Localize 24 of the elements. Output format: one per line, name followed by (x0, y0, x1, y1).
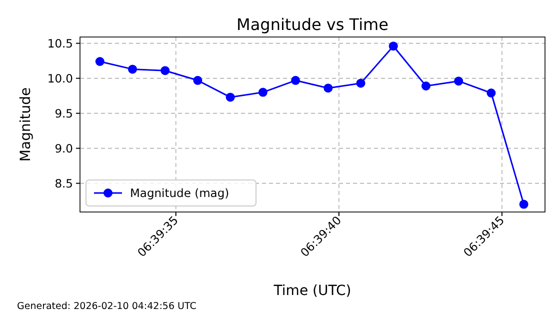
point (388, 42, 398, 51)
point (454, 76, 464, 86)
y-tick-label: 9.5 (54, 106, 73, 120)
point (160, 66, 170, 76)
y-axis-title: Magnitude (18, 87, 34, 162)
point (486, 88, 496, 98)
point (324, 84, 333, 93)
point (356, 78, 366, 88)
y-tick-label: 10.0 (47, 71, 73, 86)
y-tick-label: 8.5 (54, 176, 73, 190)
legend-label: Magnitude (mag) (130, 186, 230, 200)
point (421, 82, 430, 90)
point (258, 88, 268, 97)
point (226, 92, 235, 102)
y-tick-label: 9.0 (54, 141, 73, 156)
chart-title: Magnitude vs Time (236, 15, 388, 34)
point (193, 76, 202, 85)
point (291, 76, 300, 85)
point (128, 64, 137, 74)
y-tick-label: 10.5 (47, 36, 73, 50)
text: Generated: 2026-02-10 04:42:56 UTC (17, 301, 197, 312)
point (519, 200, 528, 209)
point (95, 57, 104, 66)
x-axis-title: Time (UTC) (272, 283, 352, 299)
